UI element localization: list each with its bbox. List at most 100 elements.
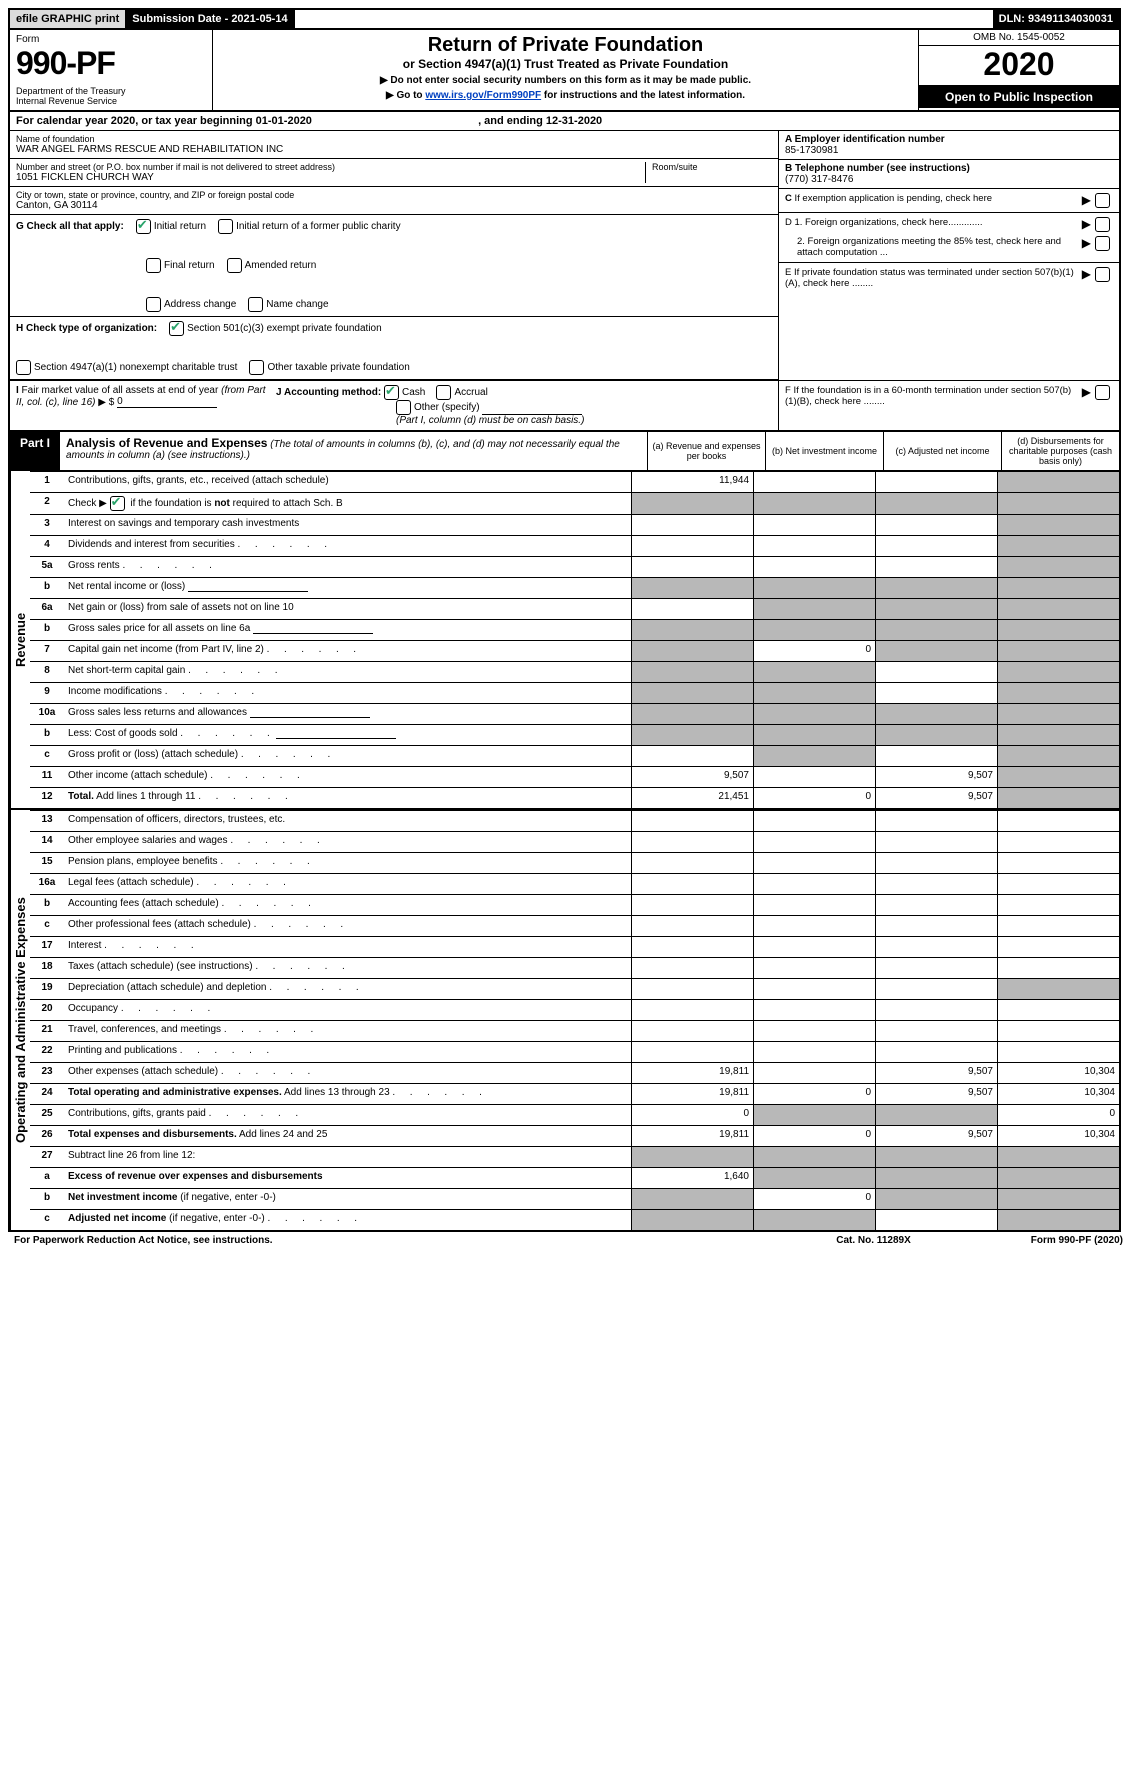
- table-row: cOther professional fees (attach schedul…: [30, 915, 1119, 936]
- table-row: 25Contributions, gifts, grants paid . . …: [30, 1104, 1119, 1125]
- form-header: Form 990-PF Department of the Treasury I…: [10, 30, 1119, 112]
- section-g: G Check all that apply: Initial return I…: [10, 215, 778, 317]
- table-row: 20Occupancy . . . . . .: [30, 999, 1119, 1020]
- table-row: 3Interest on savings and temporary cash …: [30, 514, 1119, 535]
- expenses-table: Operating and Administrative Expenses 13…: [10, 808, 1119, 1230]
- arrow-icon: ▶: [1082, 193, 1091, 208]
- table-row: 4Dividends and interest from securities …: [30, 535, 1119, 556]
- form-title: Return of Private Foundation: [219, 34, 912, 57]
- department: Department of the Treasury Internal Reve…: [16, 86, 206, 106]
- form-link[interactable]: www.irs.gov/Form990PF: [425, 90, 541, 101]
- section-j-note: (Part I, column (d) must be on cash basi…: [396, 415, 584, 426]
- section-i-value: 0: [117, 396, 217, 408]
- form-subtitle: or Section 4947(a)(1) Trust Treated as P…: [219, 57, 912, 71]
- city-label: City or town, state or province, country…: [16, 190, 772, 200]
- room-label: Room/suite: [652, 162, 772, 172]
- info-section: Name of foundation WAR ANGEL FARMS RESCU…: [10, 131, 1119, 381]
- section-f-text: F If the foundation is in a 60-month ter…: [785, 385, 1078, 407]
- dln: DLN: 93491134030031: [993, 10, 1119, 28]
- table-row: 1Contributions, gifts, grants, etc., rec…: [30, 471, 1119, 492]
- section-ij: I Fair market value of all assets at end…: [10, 381, 1119, 432]
- section-h: H Check type of organization: Section 50…: [10, 317, 778, 380]
- table-row: bAccounting fees (attach schedule) . . .…: [30, 894, 1119, 915]
- footer-left: For Paperwork Reduction Act Notice, see …: [14, 1235, 273, 1246]
- table-row: 15Pension plans, employee benefits . . .…: [30, 852, 1119, 873]
- table-row: cGross profit or (loss) (attach schedule…: [30, 745, 1119, 766]
- table-row: 27Subtract line 26 from line 12:: [30, 1146, 1119, 1167]
- table-row: 26Total expenses and disbursements. Add …: [30, 1125, 1119, 1146]
- expenses-side-label: Operating and Administrative Expenses: [10, 810, 30, 1230]
- col-c-header: (c) Adjusted net income: [883, 432, 1001, 470]
- table-row: bNet investment income (if negative, ent…: [30, 1188, 1119, 1209]
- table-row: 11Other income (attach schedule) . . . .…: [30, 766, 1119, 787]
- tax-year: 2020: [919, 46, 1119, 86]
- table-row: bLess: Cost of goods sold . . . . . .: [30, 724, 1119, 745]
- other-taxable-checkbox[interactable]: [249, 360, 264, 375]
- initial-return-checkbox[interactable]: [136, 219, 151, 234]
- phone-label: B Telephone number (see instructions): [785, 163, 1113, 174]
- table-row: 12Total. Add lines 1 through 11 . . . . …: [30, 787, 1119, 808]
- topbar: efile GRAPHIC print Submission Date - 20…: [10, 10, 1119, 30]
- section-e-text: E If private foundation status was termi…: [785, 267, 1078, 289]
- arrow-icon: ▶: [1082, 217, 1091, 232]
- open-public-badge: Open to Public Inspection: [919, 86, 1119, 108]
- table-row: 9Income modifications . . . . . .: [30, 682, 1119, 703]
- section-e-checkbox[interactable]: [1095, 267, 1110, 282]
- section-c-text: If exemption application is pending, che…: [795, 193, 993, 204]
- foundation-name-label: Name of foundation: [16, 134, 772, 144]
- part1-title: Analysis of Revenue and Expenses: [66, 436, 267, 450]
- table-row: 6aNet gain or (loss) from sale of assets…: [30, 598, 1119, 619]
- section-c-checkbox[interactable]: [1095, 193, 1110, 208]
- other-method-checkbox[interactable]: [396, 400, 411, 415]
- section-d2-text: 2. Foreign organizations meeting the 85%…: [797, 236, 1078, 258]
- section-d2-checkbox[interactable]: [1095, 236, 1110, 251]
- table-row: bNet rental income or (loss): [30, 577, 1119, 598]
- part1-label: Part I: [10, 432, 60, 470]
- efile-print-button[interactable]: efile GRAPHIC print: [10, 10, 126, 28]
- section-f-checkbox[interactable]: [1095, 385, 1110, 400]
- ein: 85-1730981: [785, 145, 1113, 156]
- footer-mid: Cat. No. 11289X: [836, 1235, 910, 1246]
- phone: (770) 317-8476: [785, 174, 1113, 185]
- col-b-header: (b) Net investment income: [765, 432, 883, 470]
- table-row: 7Capital gain net income (from Part IV, …: [30, 640, 1119, 661]
- col-d-header: (d) Disbursements for charitable purpose…: [1001, 432, 1119, 470]
- cash-checkbox[interactable]: [384, 385, 399, 400]
- part1-header: Part I Analysis of Revenue and Expenses …: [10, 432, 1119, 471]
- table-row: 5aGross rents . . . . . .: [30, 556, 1119, 577]
- table-row: 19Depreciation (attach schedule) and dep…: [30, 978, 1119, 999]
- 4947a1-checkbox[interactable]: [16, 360, 31, 375]
- amended-return-checkbox[interactable]: [227, 258, 242, 273]
- table-row: 14Other employee salaries and wages . . …: [30, 831, 1119, 852]
- ein-label: A Employer identification number: [785, 134, 1113, 145]
- table-row: cAdjusted net income (if negative, enter…: [30, 1209, 1119, 1230]
- foundation-name: WAR ANGEL FARMS RESCUE AND REHABILITATIO…: [16, 144, 772, 155]
- address: 1051 FICKLEN CHURCH WAY: [16, 172, 645, 183]
- table-row: 17Interest . . . . . .: [30, 936, 1119, 957]
- revenue-side-label: Revenue: [10, 471, 30, 808]
- section-d1-checkbox[interactable]: [1095, 217, 1110, 232]
- page-footer: For Paperwork Reduction Act Notice, see …: [8, 1232, 1129, 1249]
- 501c3-checkbox[interactable]: [169, 321, 184, 336]
- final-return-checkbox[interactable]: [146, 258, 161, 273]
- address-change-checkbox[interactable]: [146, 297, 161, 312]
- table-row: 22Printing and publications . . . . . .: [30, 1041, 1119, 1062]
- instruction-2: ▶ Go to www.irs.gov/Form990PF for instru…: [219, 90, 912, 101]
- table-row: aExcess of revenue over expenses and dis…: [30, 1167, 1119, 1188]
- footer-right: Form 990-PF (2020): [1031, 1235, 1123, 1246]
- form-container: efile GRAPHIC print Submission Date - 20…: [8, 8, 1121, 1232]
- table-row: 23Other expenses (attach schedule) . . .…: [30, 1062, 1119, 1083]
- omb-number: OMB No. 1545-0052: [919, 30, 1119, 46]
- name-change-checkbox[interactable]: [248, 297, 263, 312]
- initial-return-former-checkbox[interactable]: [218, 219, 233, 234]
- col-a-header: (a) Revenue and expenses per books: [647, 432, 765, 470]
- arrow-icon: ▶: [1082, 236, 1091, 258]
- city: Canton, GA 30114: [16, 200, 772, 211]
- table-row: 10aGross sales less returns and allowanc…: [30, 703, 1119, 724]
- arrow-icon: ▶: [1082, 385, 1091, 407]
- instruction-1: ▶ Do not enter social security numbers o…: [219, 75, 912, 86]
- section-d1-text: D 1. Foreign organizations, check here..…: [785, 217, 1078, 232]
- table-row: 2Check ▶ if the foundation is not requir…: [30, 492, 1119, 514]
- address-label: Number and street (or P.O. box number if…: [16, 162, 645, 172]
- accrual-checkbox[interactable]: [436, 385, 451, 400]
